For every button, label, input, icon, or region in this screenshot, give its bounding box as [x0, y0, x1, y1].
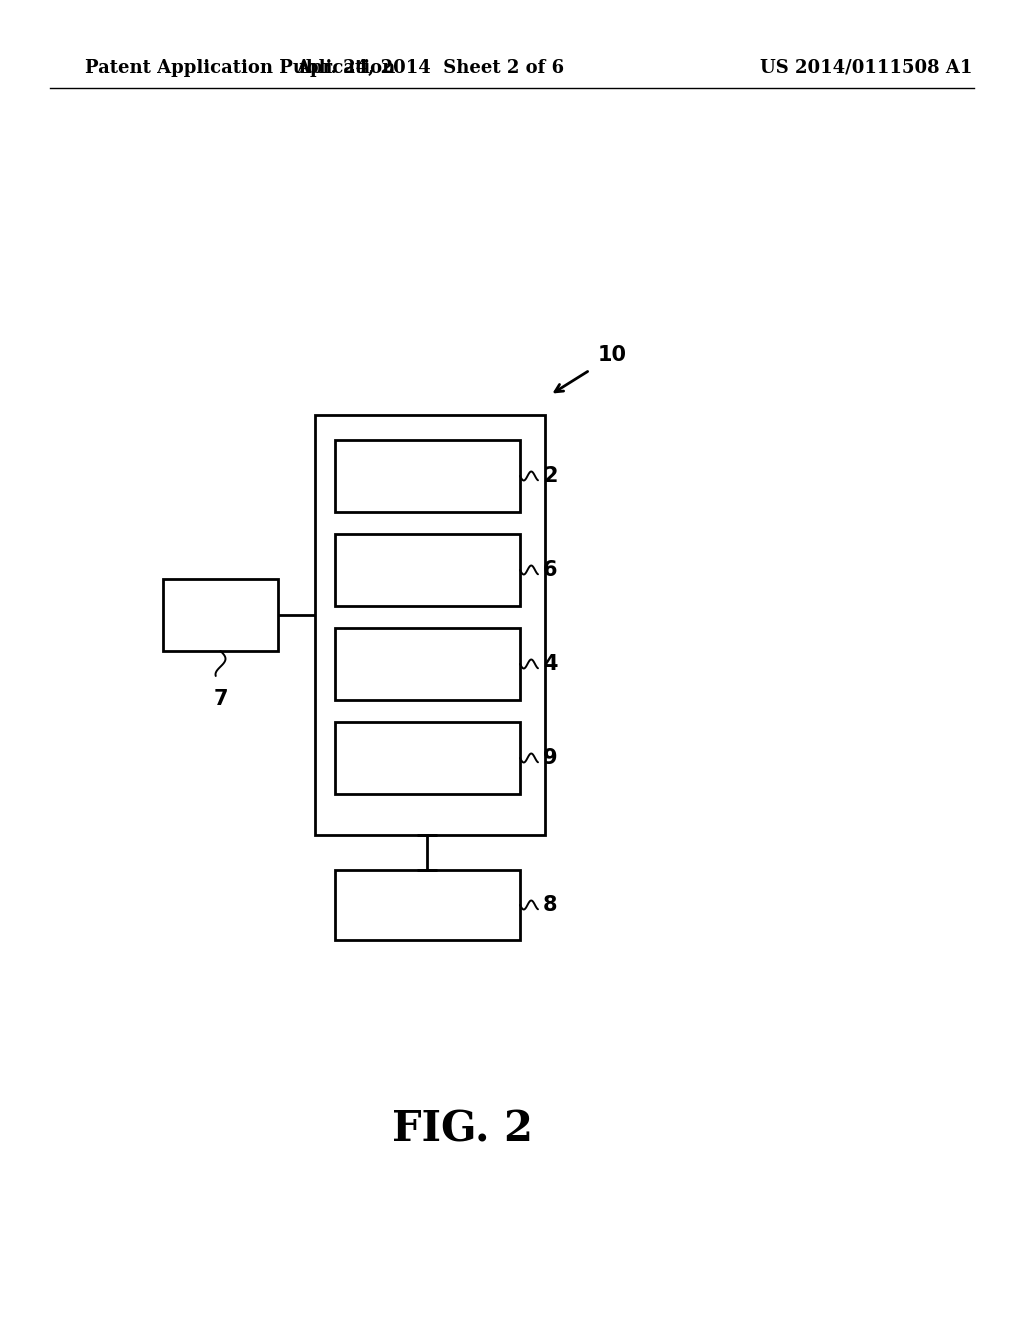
Text: 7: 7	[213, 689, 227, 709]
Bar	[315, 414, 545, 836]
Bar	[335, 722, 520, 795]
Text: US 2014/0111508 A1: US 2014/0111508 A1	[760, 59, 973, 77]
Bar	[163, 579, 278, 651]
Text: 6: 6	[543, 560, 557, 579]
Bar	[335, 440, 520, 512]
Text: 10: 10	[598, 345, 627, 366]
Text: Apr. 24, 2014  Sheet 2 of 6: Apr. 24, 2014 Sheet 2 of 6	[296, 59, 564, 77]
Text: FIG. 2: FIG. 2	[391, 1109, 532, 1151]
Text: 9: 9	[543, 748, 558, 768]
Bar	[335, 628, 520, 700]
Text: 2: 2	[543, 466, 557, 486]
Bar	[335, 870, 520, 940]
Text: 8: 8	[543, 895, 557, 915]
Text: Patent Application Publication: Patent Application Publication	[85, 59, 395, 77]
Bar	[335, 535, 520, 606]
Text: 4: 4	[543, 653, 557, 675]
